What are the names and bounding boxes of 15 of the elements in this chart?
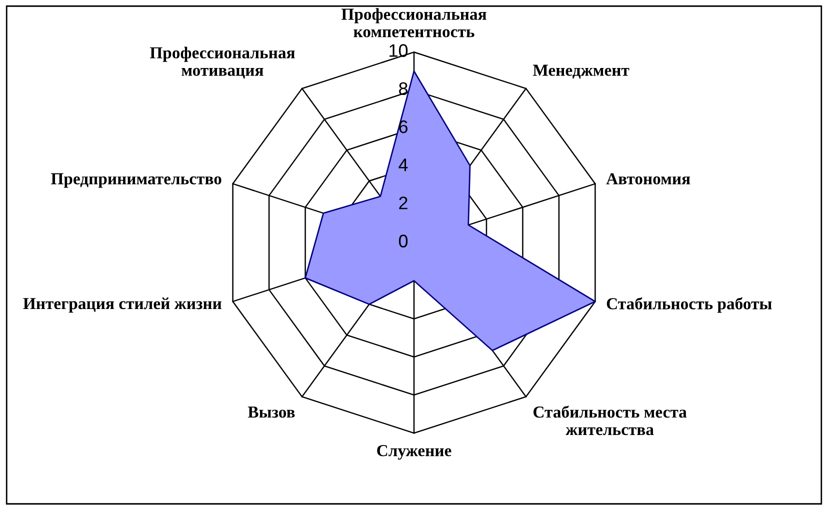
spoke-label: Стабильность работы — [606, 297, 772, 313]
spoke-label: Менеджмент — [532, 64, 630, 79]
y-tick-label: 10 — [390, 44, 408, 57]
y-tick-label: 6 — [399, 120, 408, 134]
spoke-label: Стабильность места жительства — [534, 406, 687, 436]
spoke-label: Профессиональная мотивация — [150, 46, 295, 79]
y-tick-label: 2 — [399, 196, 408, 210]
spoke-label: Профессиональная компетентность — [342, 8, 486, 38]
spoke-label: Предпринимательство — [51, 173, 222, 188]
y-tick-label: 4 — [398, 158, 408, 172]
spoke-label: Интеграция стилей жизни — [23, 298, 222, 313]
spoke-label: Автономия — [606, 173, 690, 184]
spoke-label: Вызов — [248, 406, 295, 418]
spoke-label: Служение — [377, 445, 452, 460]
y-tick-label: 0 — [398, 234, 408, 248]
